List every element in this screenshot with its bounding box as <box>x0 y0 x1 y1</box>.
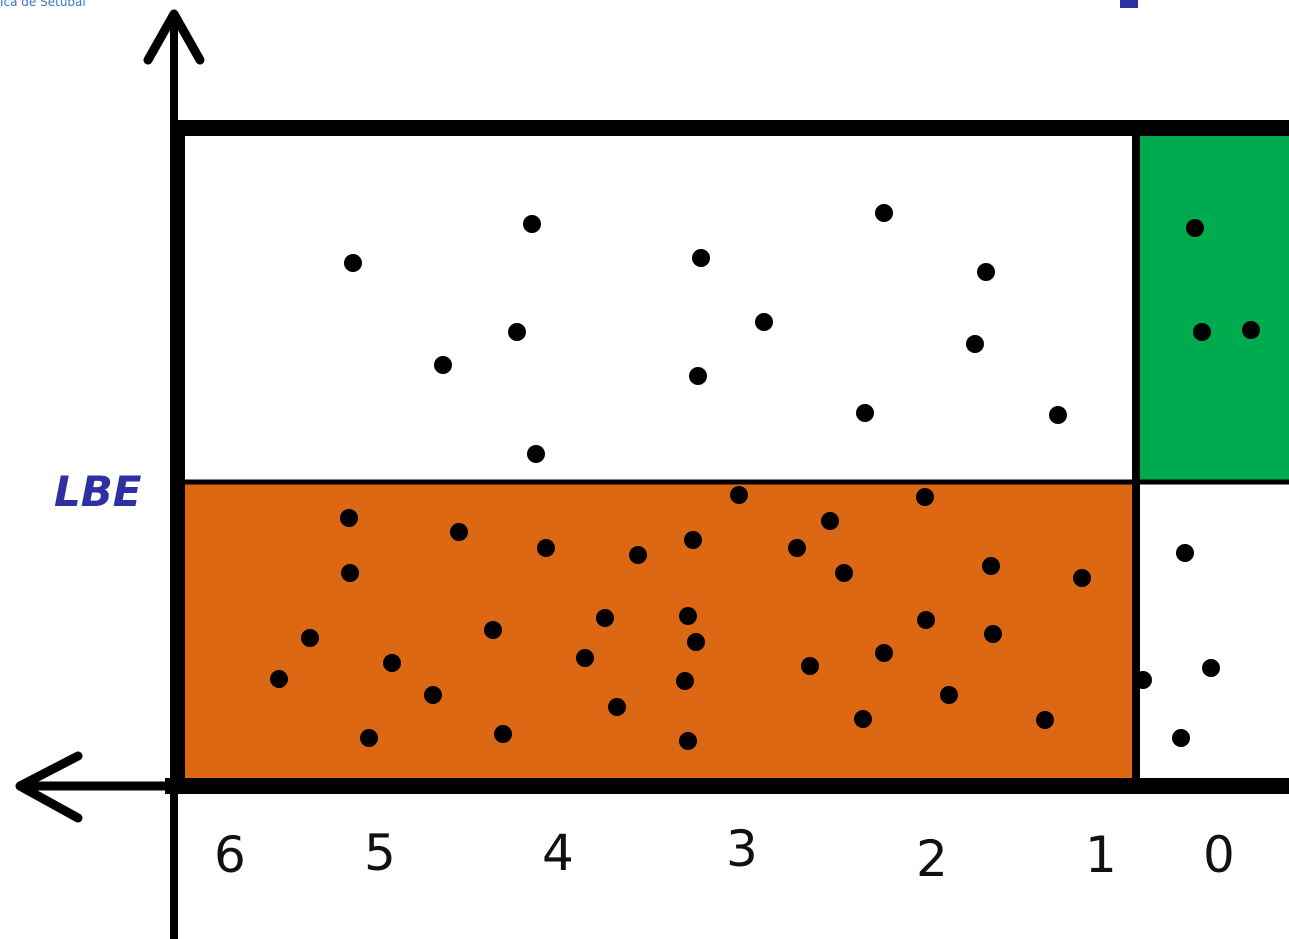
dot <box>1073 569 1091 587</box>
dot <box>1049 406 1067 424</box>
x-axis-arrowhead <box>15 751 83 823</box>
x-tick-4: 4 <box>542 824 574 882</box>
dot <box>596 609 614 627</box>
dot <box>1193 323 1211 341</box>
dot <box>494 725 512 743</box>
y-axis-arrowhead <box>143 9 205 65</box>
dot <box>523 215 541 233</box>
dot <box>856 404 874 422</box>
green-region <box>1136 128 1289 482</box>
dot <box>383 654 401 672</box>
x-tick-0: 0 <box>1203 826 1235 884</box>
dots-group <box>270 204 1260 750</box>
dot <box>916 488 934 506</box>
dot <box>788 539 806 557</box>
x-tick-3: 3 <box>726 820 758 878</box>
dot <box>676 672 694 690</box>
dot <box>301 629 319 647</box>
orange-region <box>178 482 1136 780</box>
x-tick-5: 5 <box>364 824 396 882</box>
dot <box>679 607 697 625</box>
dot <box>484 621 502 639</box>
dot <box>576 649 594 667</box>
dot <box>684 531 702 549</box>
dot <box>1172 729 1190 747</box>
dot <box>854 710 872 728</box>
dot <box>692 249 710 267</box>
header-mark <box>1120 0 1138 8</box>
dot <box>629 546 647 564</box>
dot <box>270 670 288 688</box>
dot <box>450 523 468 541</box>
dot <box>821 512 839 530</box>
x-tick-6: 6 <box>214 826 246 884</box>
header-clipped-text: Ica de Setúbal <box>0 0 86 9</box>
dot <box>1186 219 1204 237</box>
dot <box>875 644 893 662</box>
dot <box>537 539 555 557</box>
dot <box>982 557 1000 575</box>
dot <box>341 564 359 582</box>
dot <box>1242 321 1260 339</box>
dot <box>434 356 452 374</box>
dot <box>755 313 773 331</box>
dot <box>340 509 358 527</box>
dot <box>940 686 958 704</box>
dot <box>1134 671 1152 689</box>
dot <box>977 263 995 281</box>
dot <box>689 367 707 385</box>
dot <box>917 611 935 629</box>
dot <box>984 625 1002 643</box>
dot <box>835 564 853 582</box>
dot <box>875 204 893 222</box>
dot <box>344 254 362 272</box>
dot <box>608 698 626 716</box>
x-tick-1: 1 <box>1085 826 1117 884</box>
dot <box>527 445 545 463</box>
dot <box>679 732 697 750</box>
dot <box>508 323 526 341</box>
dot <box>1036 711 1054 729</box>
lbe-label: LBE <box>54 467 142 516</box>
dot <box>1176 544 1194 562</box>
dot <box>730 486 748 504</box>
dot <box>1202 659 1220 677</box>
dot <box>424 686 442 704</box>
x-tick-2: 2 <box>916 830 948 888</box>
dot <box>360 729 378 747</box>
dot <box>687 633 705 651</box>
dot <box>801 657 819 675</box>
dot <box>966 335 984 353</box>
